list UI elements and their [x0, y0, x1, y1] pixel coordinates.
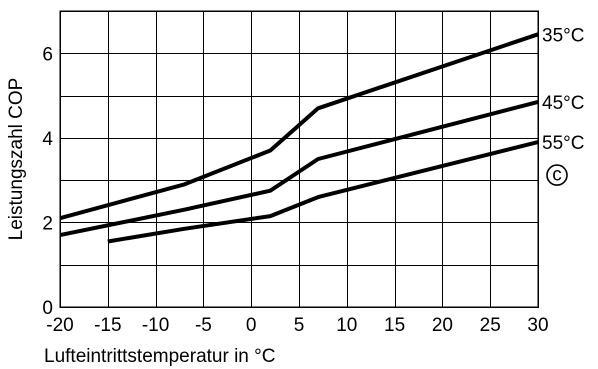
chart-series [59, 32, 539, 244]
x-tick-label: 20 [432, 315, 453, 336]
y-tick-label: 2 [42, 213, 53, 234]
series-labels: 35°C 45°C 55°C c [542, 25, 584, 186]
series-line-2 [107, 140, 539, 244]
plot-frame [59, 10, 539, 308]
y-tick-label: 0 [42, 298, 53, 319]
x-tick-label: 10 [336, 315, 357, 336]
x-axis-title: Lufteintrittstemperatur in °C [44, 346, 275, 367]
series-line-1 [59, 99, 539, 238]
chart-grid [60, 11, 538, 307]
y-axis-title: Leistungszahl COP [6, 78, 27, 241]
x-tick-label: 5 [294, 315, 305, 336]
x-tick-label: -15 [94, 315, 121, 336]
series-label-2: 55°C [542, 133, 584, 154]
x-tick-label: 25 [480, 315, 501, 336]
x-tick-label: -10 [142, 315, 169, 336]
x-axis-ticks: -20 -15 -10 -5 0 5 10 15 20 25 30 [46, 315, 548, 336]
series-label-0: 35°C [542, 25, 584, 46]
y-tick-label: 6 [42, 44, 53, 65]
series-label-1: 45°C [542, 93, 584, 114]
y-tick-label: 4 [42, 129, 53, 150]
x-tick-label: 15 [384, 315, 405, 336]
x-tick-label: 0 [246, 315, 257, 336]
y-axis-ticks: 0 2 4 6 [42, 44, 53, 319]
annotation-circle [546, 164, 568, 186]
x-tick-label: -5 [195, 315, 212, 336]
x-tick-label: 30 [527, 315, 548, 336]
x-tick-label: -20 [46, 315, 73, 336]
series-line-0 [59, 32, 539, 221]
annotation-text: c [552, 165, 562, 186]
circled-c-annotation: c [546, 164, 568, 186]
